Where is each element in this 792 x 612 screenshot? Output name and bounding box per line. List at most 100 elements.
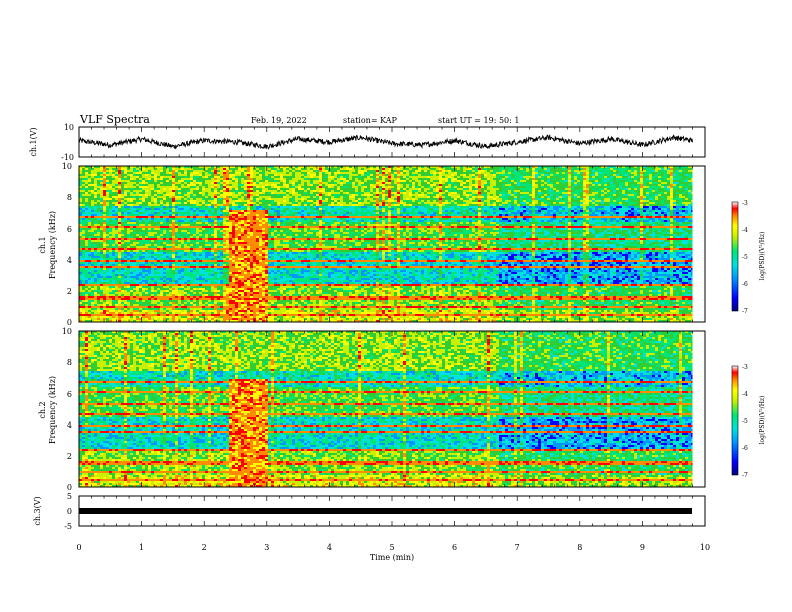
spectrogram-cell: [100, 310, 103, 312]
spectrogram-cell: [94, 278, 97, 280]
spectrogram-cell: [94, 248, 97, 250]
spectrogram-cell: [82, 284, 85, 286]
spectrogram-cell: [103, 278, 106, 280]
spectrogram-cell: [112, 280, 115, 282]
spectrogram-cell: [100, 258, 103, 260]
spectrogram-cell: [85, 214, 88, 216]
spectrogram-cell: [85, 274, 88, 276]
spectrogram-cell: [112, 178, 115, 180]
spectrogram-cell: [82, 250, 85, 252]
spectrogram-cell: [85, 298, 88, 300]
spectrogram-cell: [91, 290, 94, 292]
spectrogram-cell: [88, 308, 91, 310]
spectrogram-cell: [103, 280, 106, 282]
spectrogram-cell: [106, 244, 109, 246]
spectrogram-cell: [106, 294, 109, 296]
spectrogram-cell: [100, 248, 103, 250]
spectrogram-cell: [94, 316, 97, 318]
spectrogram-cell: [100, 278, 103, 280]
spectrogram-cell: [91, 228, 94, 230]
spectrogram-cell: [85, 178, 88, 180]
spectrogram-cell: [103, 292, 106, 294]
spectrogram-cell: [82, 210, 85, 212]
spectrogram-cell: [91, 238, 94, 240]
vlf-spectra-figure: VLF Spectra Feb. 19, 2022 station= KAP s…: [0, 0, 792, 612]
spectrogram-cell: [97, 222, 100, 224]
spectrogram-cell: [109, 226, 112, 228]
spectrogram-cell: [103, 272, 106, 274]
spectrogram-cell: [85, 224, 88, 226]
spectrogram-cell: [112, 220, 115, 222]
spectrogram-cell: [85, 196, 88, 198]
spectrogram-cell: [88, 296, 91, 298]
spectrogram-cell: [103, 230, 106, 232]
spectrogram-cell: [82, 302, 85, 304]
spectrogram-cell: [85, 172, 88, 174]
spectrogram-cell: [82, 244, 85, 246]
spectrogram-cell: [100, 240, 103, 242]
spectrogram-cell: [106, 274, 109, 276]
spectrogram-cell: [109, 304, 112, 306]
spectrogram-cell: [91, 282, 94, 284]
spectrogram-cell: [100, 212, 103, 214]
spectrogram-cell: [112, 316, 115, 318]
spectrogram-cell: [88, 180, 91, 182]
spectrogram-cell: [97, 240, 100, 242]
spectrogram-cell: [97, 242, 100, 244]
spectrogram-cell: [112, 260, 115, 262]
spectrogram-cell: [103, 216, 106, 218]
spectrogram-cell: [85, 248, 88, 250]
spectrogram-cell: [100, 268, 103, 270]
spectrogram-cell: [103, 200, 106, 202]
spectrogram-cell: [112, 200, 115, 202]
spectrogram-cell: [82, 202, 85, 204]
spectrogram-cell: [109, 300, 112, 302]
ch1-voltage-ylabel: ch.1(V): [29, 127, 38, 156]
spectrogram-cell: [106, 242, 109, 244]
spectrogram-cell: [100, 304, 103, 306]
spectrogram-cell: [109, 216, 112, 218]
spectrogram-cell: [94, 236, 97, 238]
ch1-voltage-line: [79, 135, 693, 149]
spectrogram-cell: [88, 210, 91, 212]
spectrogram-cell: [103, 256, 106, 258]
spectrogram-cell: [100, 252, 103, 254]
spectrogram-cell: [106, 272, 109, 274]
spectrogram-cell: [112, 202, 115, 204]
spectrogram-cell: [103, 214, 106, 216]
spectrogram-cell: [100, 220, 103, 222]
spectrogram-cell: [88, 174, 91, 176]
spectrogram-cell: [100, 218, 103, 220]
spectrogram-cell: [106, 218, 109, 220]
spectrogram-cell: [112, 228, 115, 230]
spectrogram-cell: [91, 202, 94, 204]
spectrogram-cell: [88, 274, 91, 276]
spectrogram-cell: [106, 200, 109, 202]
spectrogram-cell: [103, 182, 106, 184]
spectrogram-cell: [103, 260, 106, 262]
spectrogram-cell: [91, 296, 94, 298]
spectrogram-cell: [88, 226, 91, 228]
spectrogram-cell: [115, 180, 118, 182]
spectrogram-cell: [112, 240, 115, 242]
spectrogram-cell: [106, 270, 109, 272]
spectrogram-cell: [94, 188, 97, 190]
spectrogram-cell: [112, 284, 115, 286]
spectrogram-cell: [100, 206, 103, 208]
spectrogram-cell: [94, 262, 97, 264]
spectrogram-cell: [103, 266, 106, 268]
spectrogram-cell: [88, 172, 91, 174]
spectrogram-cell: [94, 210, 97, 212]
spectrogram-cell: [103, 246, 106, 248]
spectrogram-cell: [94, 214, 97, 216]
spectrogram-cell: [106, 234, 109, 236]
spectrogram-cell: [115, 198, 118, 200]
spectrogram-cell: [109, 302, 112, 304]
spectrogram-cell: [106, 194, 109, 196]
spectrogram-cell: [112, 304, 115, 306]
spectrogram-cell: [88, 236, 91, 238]
spectrogram-cell: [91, 304, 94, 306]
spectrogram-cell: [112, 184, 115, 186]
spectrogram-cell: [109, 248, 112, 250]
spectrogram-cell: [112, 224, 115, 226]
